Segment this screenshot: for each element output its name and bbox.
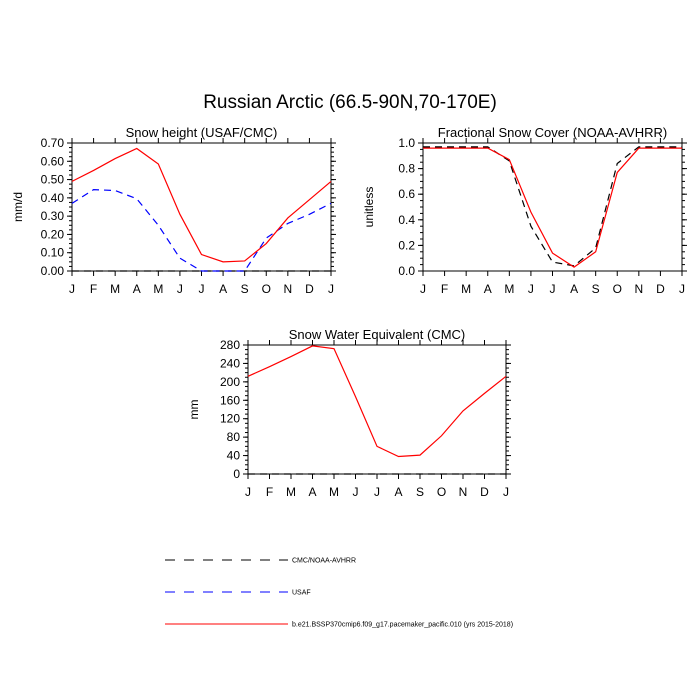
x-tick-label: J (374, 485, 380, 499)
x-tick-label: F (441, 282, 448, 296)
panel-title: Snow height (USAF/CMC) (126, 125, 278, 140)
y-tick-label: 1.0 (398, 136, 415, 150)
x-tick-label: F (266, 485, 273, 499)
x-tick-label: M (110, 282, 120, 296)
y-tick-label: 0.60 (41, 154, 65, 168)
y-tick-label: 0.10 (41, 246, 65, 260)
x-tick-label: D (656, 282, 665, 296)
y-tick-label: 280 (220, 338, 240, 352)
x-tick-label: N (634, 282, 643, 296)
x-tick-label: A (219, 282, 227, 296)
x-tick-label: J (199, 282, 205, 296)
y-tick-label: 40 (227, 449, 241, 463)
x-tick-label: J (177, 282, 183, 296)
panels-group: Snow height (USAF/CMC)mm/d0.000.100.200.… (11, 125, 687, 499)
chart-panel-2: Fractional Snow Cover (NOAA-AVHRR) unitle… (362, 125, 687, 296)
y-tick-label: 120 (220, 412, 240, 426)
y-tick-label: 0.6 (398, 187, 415, 201)
x-tick-label: A (570, 282, 578, 296)
y-tick-label: 0.20 (41, 227, 65, 241)
x-tick-label: O (437, 485, 446, 499)
x-tick-label: M (286, 485, 296, 499)
figure-title: Russian Arctic (66.5-90N,70-170E) (203, 92, 497, 113)
series-line-2 (247, 345, 507, 458)
x-tick-label: J (69, 282, 75, 296)
x-tick-label: J (503, 485, 509, 499)
y-tick-label: 0.00 (41, 264, 65, 278)
y-tick-label: 80 (227, 430, 241, 444)
legend-item-1: CMC/NOAA-AVHRR (165, 558, 356, 565)
y-tick-label: 0.0 (398, 264, 415, 278)
x-tick-label: S (592, 282, 600, 296)
x-tick-label: A (133, 282, 141, 296)
y-axis-label: unitless (362, 187, 376, 228)
legend-label: CMC/NOAA-AVHRR (292, 558, 356, 565)
x-tick-label: D (305, 282, 314, 296)
x-tick-label: A (484, 282, 492, 296)
y-tick-label: 0.30 (41, 209, 65, 223)
y-axis-label: mm/d (11, 192, 25, 222)
series-line-1 (423, 146, 682, 267)
legend: CMC/NOAA-AVHRR USAF b.e21.BSSP370cmip6.f09… (165, 558, 513, 629)
chart-panel-3: Snow Water Equivalent (CMC) mm 0 40 80 120 160… (187, 327, 511, 499)
x-tick-label: N (283, 282, 292, 296)
x-tick-label: J (679, 282, 685, 296)
x-tick-label: N (459, 485, 468, 499)
legend-item-3: b.e21.BSSP370cmip6.f09_g17.pacemaker_pac… (165, 622, 513, 629)
x-tick-label: A (308, 485, 316, 499)
x-tick-label: M (153, 282, 163, 296)
legend-item-2: USAF (165, 590, 311, 597)
y-tick-label: 0.70 (41, 136, 65, 150)
y-tick-label: 240 (220, 356, 240, 370)
y-axis-label: mm (187, 400, 201, 420)
y-tick-label: 0.4 (398, 213, 415, 227)
x-tick-label: J (528, 282, 534, 296)
x-tick-label: S (416, 485, 424, 499)
x-tick-label: J (328, 282, 334, 296)
x-tick-label: M (504, 282, 514, 296)
y-tick-label: 160 (220, 393, 240, 407)
legend-label: USAF (292, 590, 311, 597)
y-tick-label: 0.50 (41, 173, 65, 187)
x-tick-label: O (262, 282, 271, 296)
y-tick-label: 0.40 (41, 191, 65, 205)
x-tick-label: S (241, 282, 249, 296)
x-tick-label: O (613, 282, 622, 296)
x-tick-label: M (329, 485, 339, 499)
plot-frame (71, 142, 332, 272)
x-tick-label: J (420, 282, 426, 296)
panel-title: Snow Water Equivalent (CMC) (289, 327, 466, 342)
legend-label: b.e21.BSSP370cmip6.f09_g17.pacemaker_pac… (292, 622, 513, 629)
x-tick-label: A (394, 485, 402, 499)
series-line-2 (423, 147, 682, 268)
x-tick-label: M (461, 282, 471, 296)
series-line-2 (71, 189, 332, 272)
x-tick-label: J (550, 282, 556, 296)
y-tick-label: 0.2 (398, 238, 415, 252)
x-tick-label: J (245, 485, 251, 499)
y-tick-label: 0 (233, 467, 240, 481)
series-line-3 (71, 147, 332, 263)
y-tick-label: 0.8 (398, 162, 415, 176)
x-tick-label: F (90, 282, 97, 296)
panel-title: Fractional Snow Cover (NOAA-AVHRR) (438, 125, 667, 140)
x-tick-label: J (353, 485, 359, 499)
y-tick-label: 200 (220, 375, 240, 389)
chart-panel-1: Snow height (USAF/CMC) mm/d 0.00 0.10 0.20 0.… (11, 125, 336, 296)
x-tick-label: D (480, 485, 489, 499)
plot-frame (247, 344, 507, 475)
